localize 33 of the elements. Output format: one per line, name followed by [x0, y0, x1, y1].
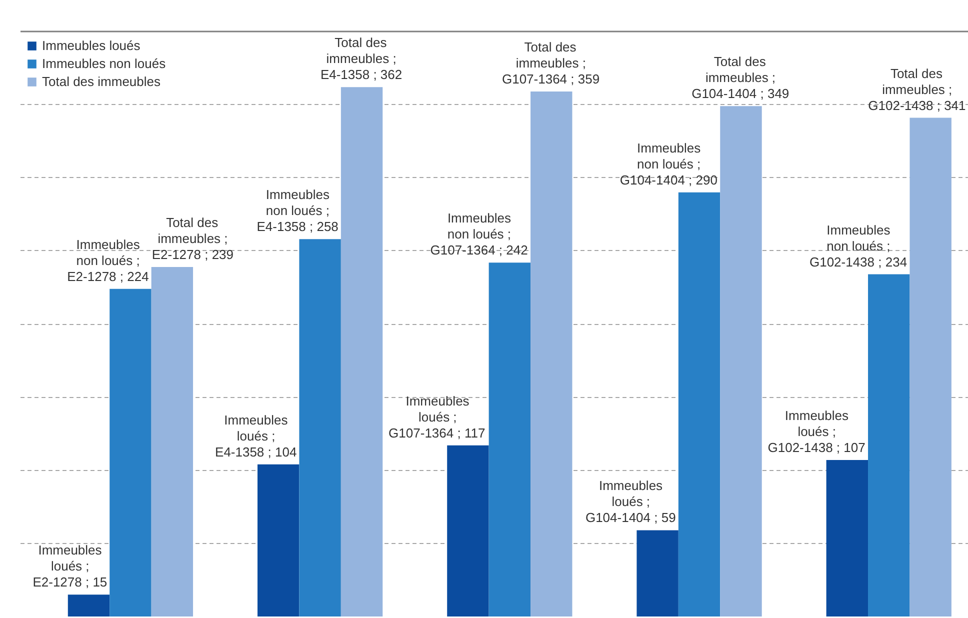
data-label: Total des immeubles ; E2-1278 ; 239 [152, 214, 234, 262]
bar [447, 445, 489, 616]
legend-label: Immeubles non loués [42, 55, 166, 71]
bar [530, 91, 572, 616]
bar [488, 262, 531, 616]
data-label: Immeubles non loués ; E4-1358 ; 258 [256, 187, 338, 234]
bar [340, 87, 383, 616]
bar [826, 460, 868, 616]
bar [868, 274, 910, 616]
bar [636, 530, 678, 616]
data-label: Immeubles loués ; G102-1438 ; 107 [768, 408, 866, 456]
bar [110, 288, 152, 616]
bar [258, 464, 300, 616]
bar [299, 239, 341, 616]
bar [151, 266, 194, 616]
legend-label: Immeubles loués [42, 37, 140, 53]
data-label: Immeubles non loués ; G107-1364 ; 242 [430, 210, 528, 258]
bar [68, 594, 110, 616]
data-label: Immeubles non loués ; G104-1404 ; 290 [620, 140, 718, 188]
data-label: Total des immeubles ; E4-1358 ; 362 [320, 35, 402, 82]
bar [720, 106, 762, 616]
data-label: Immeubles loués ; E4-1358 ; 104 [215, 412, 297, 460]
legend-label: Total des immeubles [42, 73, 160, 89]
data-label: Immeubles non loués ; E2-1278 ; 224 [67, 236, 149, 284]
data-label: Immeubles loués ; G107-1364 ; 117 [388, 393, 486, 440]
bar [910, 118, 952, 616]
data-label: Total des immeubles ; G104-1404 ; 349 [692, 54, 790, 102]
bar [678, 192, 720, 616]
data-label: Total des immeubles ; G102-1438 ; 341 [868, 66, 966, 113]
data-label: Immeubles loués ; G104-1404 ; 59 [585, 478, 676, 526]
data-label: Immeubles non loués ; G102-1438 ; 234 [809, 222, 908, 270]
data-label: Total des immeubles ; G107-1364 ; 359 [502, 39, 600, 86]
data-label: Immeubles loués ; E2-1278 ; 15 [32, 542, 108, 590]
